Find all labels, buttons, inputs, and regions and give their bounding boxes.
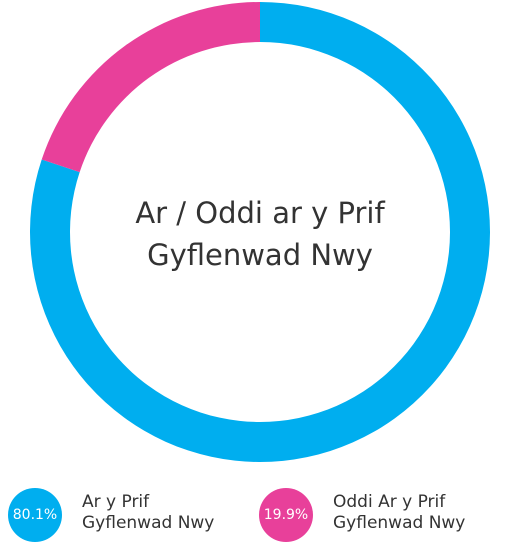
donut bbox=[30, 1, 491, 462]
legend-badge: 19.9% bbox=[259, 488, 313, 542]
legend-label: Oddi Ar y Prif Gyflenwad Nwy bbox=[333, 492, 466, 533]
legend-badge: 80.1% bbox=[8, 488, 62, 542]
legend-label: Ar y Prif Gyflenwad Nwy bbox=[82, 492, 215, 533]
chart-title: Ar / Oddi ar y Prif Gyflenwad Nwy bbox=[135, 196, 385, 272]
donut-segment bbox=[41, 1, 260, 173]
